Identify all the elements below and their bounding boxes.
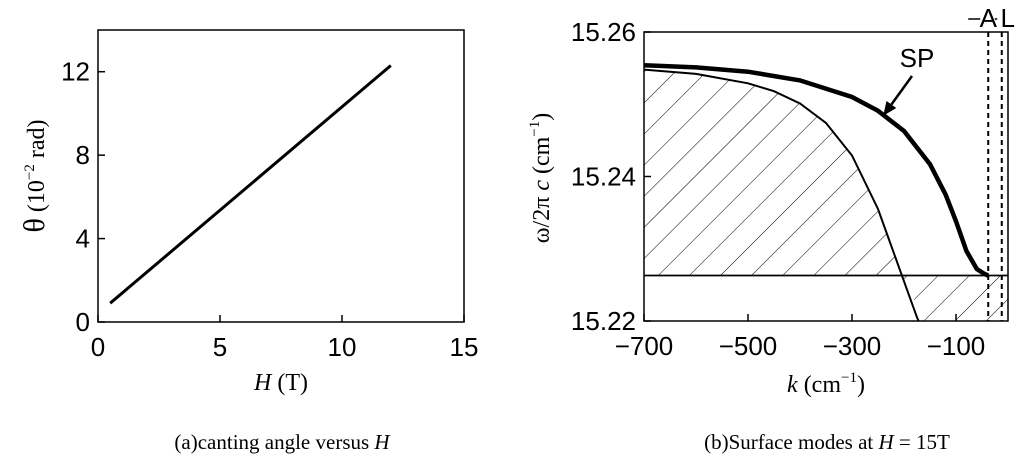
caption-b: (b)Surface modes at H = 15T: [704, 430, 950, 454]
series-b: [644, 62, 990, 321]
x-tick-label: −700: [615, 331, 674, 361]
y-tick-label: 8: [76, 140, 90, 170]
vline-label-a: A: [980, 3, 998, 33]
x-tick-label: 10: [328, 332, 357, 362]
bulk-boundary-curve: [644, 68, 920, 321]
series-a: [109, 64, 392, 305]
series-line: [109, 64, 392, 305]
sp-arrow-head: [883, 101, 897, 116]
y-axis-label-a: θ (10−2 rad): [18, 120, 51, 233]
y-tick-label: 15.24: [571, 162, 636, 192]
x-tick-label: −300: [823, 331, 882, 361]
vline-label-l: L: [1001, 3, 1015, 33]
x-axis-label-b: k (cm−1): [787, 370, 865, 398]
y-tick-label: 15.26: [571, 17, 636, 47]
y-axis-label-b: ω/2π c (cm−1): [527, 113, 555, 244]
y-axis-b: 15.22 15.24 15.26: [571, 17, 651, 336]
sp-arrow: [890, 75, 914, 106]
sp-annotation: SP: [883, 43, 934, 116]
sp-curve: [644, 62, 990, 278]
x-tick-label: −100: [927, 331, 986, 361]
y-tick-label: 4: [76, 224, 90, 254]
x-tick-label: −500: [719, 331, 778, 361]
sp-label: SP: [900, 43, 935, 73]
y-tick-label: 0: [76, 307, 90, 337]
panel-a: 0 5 10 15 0 4 8 12 H (T) θ (10−2 rad) (a)canti…: [18, 29, 479, 454]
x-tick-label: 0: [91, 332, 105, 362]
hatched-region-upper: [644, 69, 902, 276]
x-axis-a: 0 5 10 15: [91, 315, 479, 362]
y-tick-label: 12: [61, 57, 90, 87]
y-axis-a: 0 4 8 12: [61, 57, 105, 337]
hatched-region-lower: [901, 275, 1008, 321]
x-axis-label-a: H (T): [253, 370, 308, 396]
y-tick-label: 15.22: [571, 306, 636, 336]
caption-a: (a)canting angle versus H: [174, 430, 391, 454]
plot-frame-a: [97, 29, 465, 323]
x-axis-b: −700 −500 −300 −100: [615, 314, 986, 361]
x-tick-label: 5: [213, 332, 227, 362]
x-tick-label: 15: [450, 332, 479, 362]
